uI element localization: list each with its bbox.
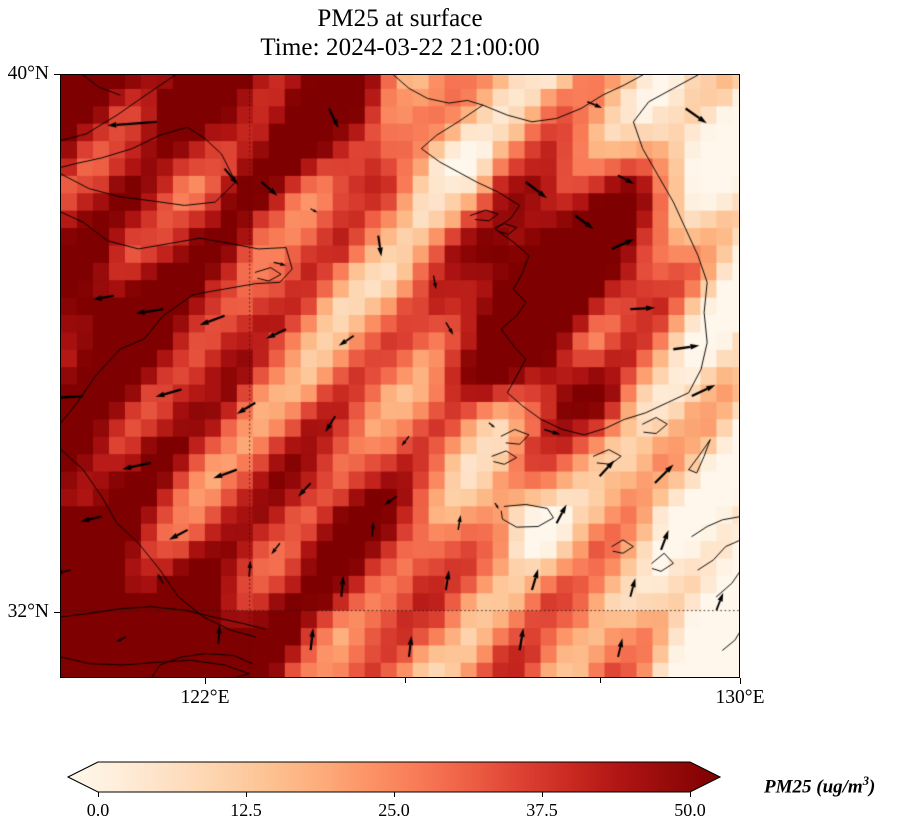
colorbar-tick-label-4: 50.0	[674, 800, 706, 820]
coastline-and-wind-overlay	[61, 75, 739, 677]
x-minor-tick-1	[599, 678, 601, 683]
x-tick-label-0: 122°E	[180, 687, 230, 708]
x-tick-mark-1	[739, 678, 741, 684]
figure-title: PM25 at surface Time: 2024-03-22 21:00:0…	[0, 4, 800, 62]
y-tick-label-1: 32°N	[7, 601, 49, 622]
colorbar-label-exponent: 3	[862, 774, 869, 788]
title-line-variable: PM25 at surface	[317, 5, 483, 32]
y-tick-mark-1	[54, 611, 60, 613]
map-plot-area[interactable]	[60, 74, 740, 678]
colorbar-tick-mark-0	[97, 792, 99, 797]
colorbar-tick-label-1: 12.5	[230, 800, 262, 820]
colorbar-tick-mark-2	[393, 792, 395, 797]
colorbar-swatch[interactable]	[60, 758, 740, 802]
colorbar-tick-mark-4	[689, 792, 691, 797]
colorbar-tick-mark-3	[541, 792, 543, 797]
x-minor-tick-0	[404, 678, 406, 683]
colorbar-axis-label: PM25 (ug/m3)	[764, 774, 875, 798]
colorbar-tick-label-3: 37.5	[526, 800, 558, 820]
y-tick-label-0: 40°N	[7, 63, 49, 84]
colorbar-label-tail: )	[868, 776, 876, 798]
x-tick-mark-0	[204, 678, 206, 684]
title-line-time: Time: 2024-03-22 21:00:00	[260, 34, 540, 61]
x-tick-label-1: 130°E	[715, 687, 765, 708]
y-tick-mark-0	[54, 73, 60, 75]
colorbar-tick-label-2: 25.0	[378, 800, 410, 820]
colorbar-tick-label-0: 0.0	[86, 800, 110, 820]
colorbar-label-text: PM25 (ug/m	[764, 776, 863, 798]
colorbar-tick-mark-1	[245, 792, 247, 797]
